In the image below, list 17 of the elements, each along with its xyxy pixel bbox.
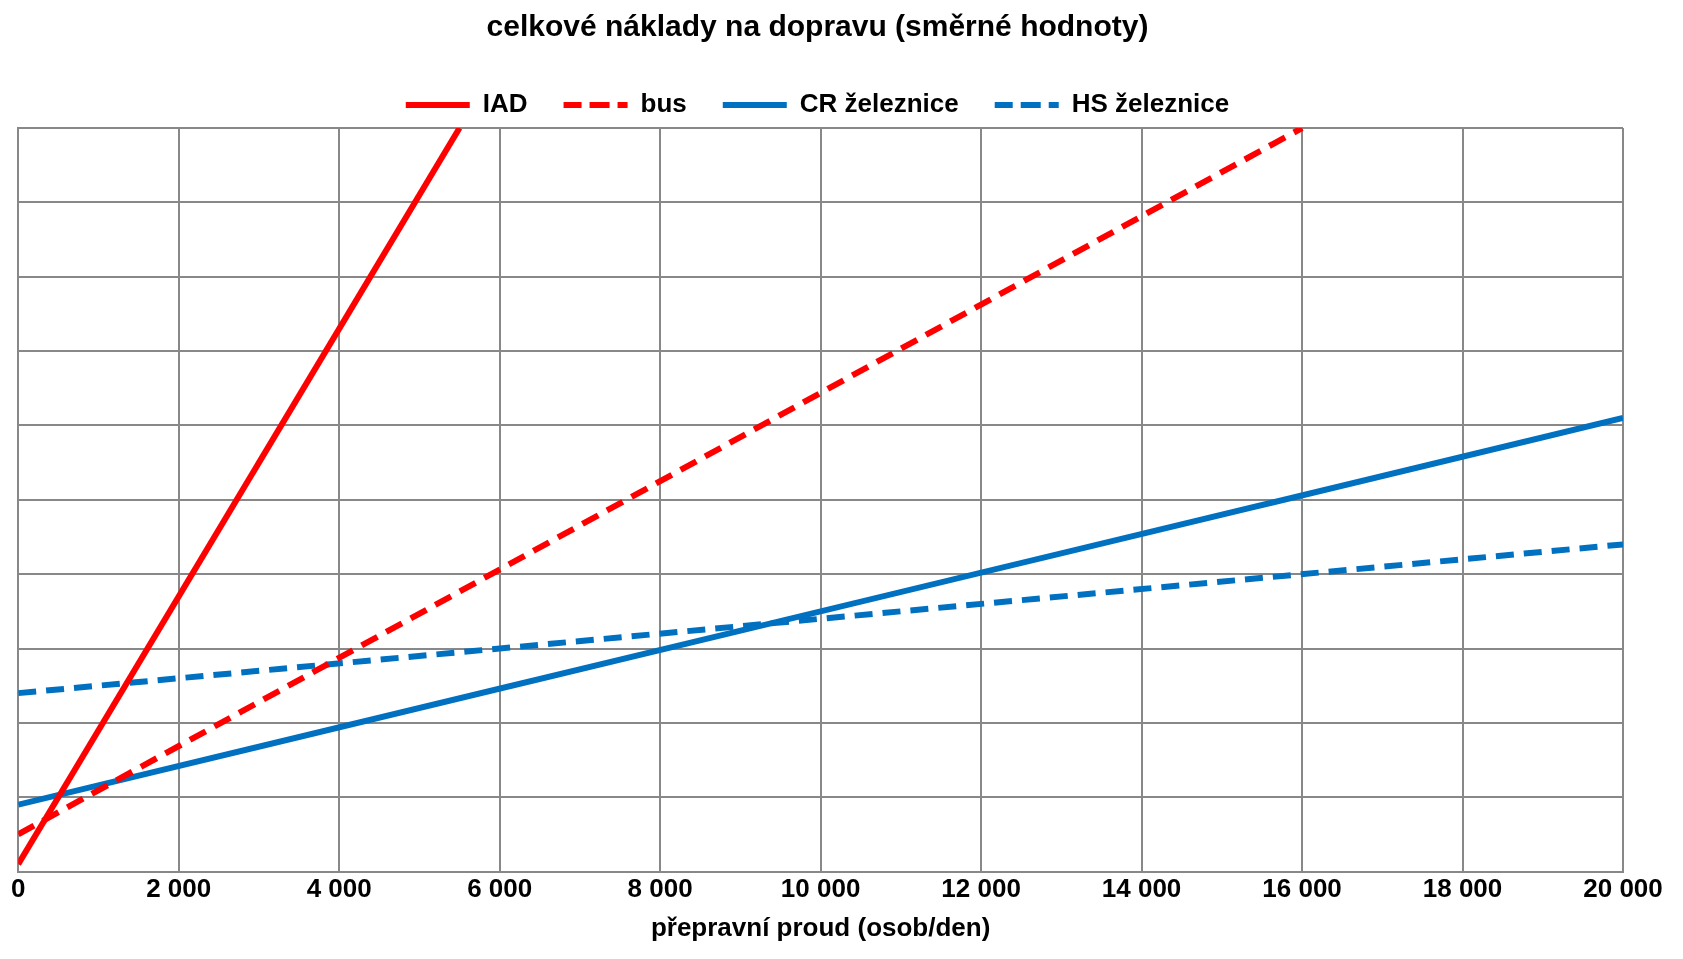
x-tick-label: 14 000 bbox=[1101, 873, 1182, 904]
x-tick-label: 0 bbox=[11, 873, 26, 904]
x-tick-label: 8 000 bbox=[627, 873, 693, 904]
x-tick-label: 6 000 bbox=[467, 873, 533, 904]
legend-label: CR železnice bbox=[799, 88, 959, 119]
x-tick-label: 4 000 bbox=[306, 873, 372, 904]
x-tick-label: 2 000 bbox=[146, 873, 212, 904]
legend-label: bus bbox=[640, 88, 687, 119]
x-tick-label: 16 000 bbox=[1262, 873, 1342, 904]
x-tick-label: 10 000 bbox=[780, 873, 861, 904]
x-axis-title: přepravní proud (osob/den) bbox=[650, 911, 991, 942]
chart-title: celkové náklady na dopravu (směrné hodnoty) bbox=[486, 9, 1149, 43]
x-tick-label: 12 000 bbox=[941, 873, 1021, 904]
legend-label: IAD bbox=[482, 88, 528, 119]
x-tick-label: 20 000 bbox=[1583, 873, 1663, 904]
x-tick-label: 18 000 bbox=[1422, 873, 1503, 904]
legend-label: HS železnice bbox=[1071, 88, 1230, 119]
